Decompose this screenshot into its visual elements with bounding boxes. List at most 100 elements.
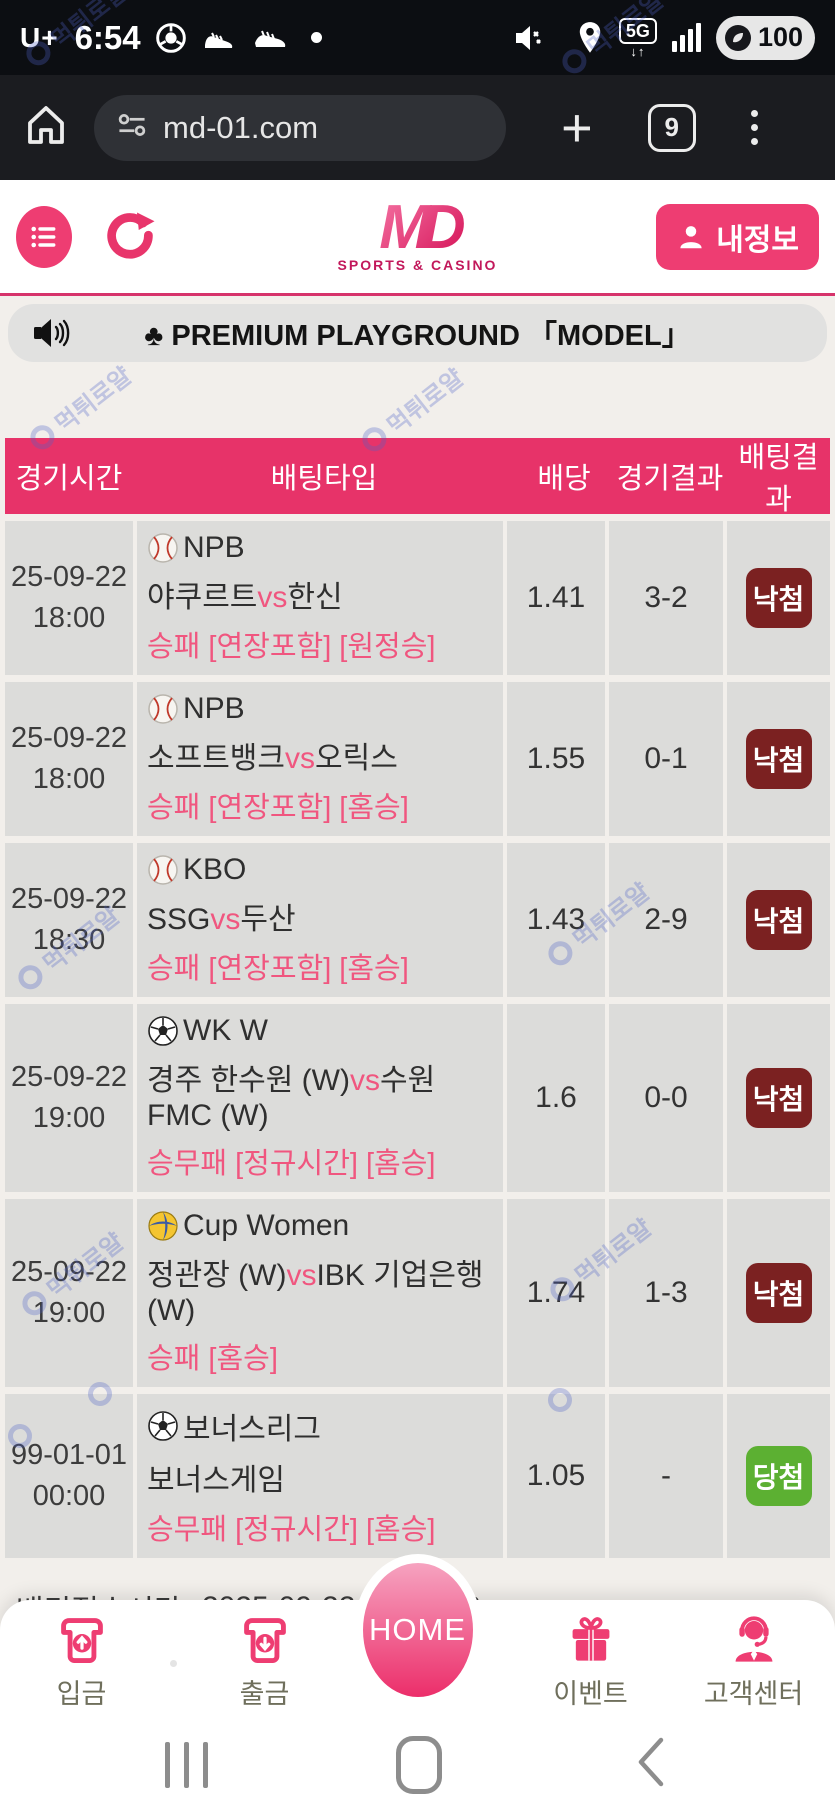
refresh-icon [107, 212, 155, 259]
headset-agent-icon [735, 1616, 772, 1662]
notification-dot-icon [310, 32, 322, 43]
result-badge: 낙첨 [745, 568, 812, 628]
baseball-icon [147, 854, 179, 886]
result-cell: 낙첨 [727, 843, 830, 997]
recent-apps-icon[interactable] [165, 1741, 208, 1788]
nav-item-support[interactable]: 고객센터 [679, 1614, 829, 1711]
result-cell: 낙첨 [727, 1004, 830, 1192]
mute-icon [513, 22, 547, 54]
baseball-icon [147, 693, 179, 725]
speaker-icon [32, 314, 72, 360]
my-info-button[interactable]: 내정보 [656, 203, 819, 270]
result-cell: 낙첨 [727, 1199, 830, 1387]
tab-switcher-button[interactable]: 9 [647, 103, 696, 152]
battery-indicator: 100 [715, 15, 815, 60]
sneaker-icon [251, 23, 289, 53]
odds-cell: 1.41 [507, 521, 605, 675]
score-cell: 3-2 [609, 521, 723, 675]
user-icon [680, 225, 702, 248]
bet-pick-text: 승패 [연장포함] [원정승] [147, 631, 436, 663]
result-badge: 낙첨 [745, 729, 812, 789]
hamburger-icon [31, 226, 56, 247]
nav-item-event[interactable]: 이벤트 [516, 1614, 666, 1711]
table-row[interactable]: 25-09-22 18:00 NPB 야쿠르트vs한신 승패 [연장포함] [원정… [5, 521, 830, 675]
match-time-cell: 99-01-01 00:00 [5, 1394, 133, 1558]
browser-menu-icon[interactable] [750, 110, 758, 145]
result-badge: 낙첨 [745, 1263, 812, 1323]
logo-text: MD [338, 196, 498, 258]
table-row[interactable]: 25-09-22 18:00 NPB 소프트뱅크vs오릭스 승패 [연장포함] [… [5, 682, 830, 836]
result-cell: 낙첨 [727, 682, 830, 836]
result-badge: 당첨 [745, 1446, 812, 1506]
bet-type-cell: 보너스리그 보너스게임 승무패 [정규시간] [홈승] [137, 1394, 503, 1558]
result-badge: 낙첨 [745, 890, 812, 950]
nav-item-withdraw[interactable]: 출금 [190, 1614, 340, 1711]
betting-history-table: 경기시간 배팅타입 배당 경기결과 배팅결과 25-09-22 18:00 NPB… [5, 438, 830, 1558]
carrier-label: U+ [20, 21, 59, 53]
match-time-cell: 25-09-22 19:00 [5, 1004, 133, 1192]
browser-home-icon[interactable] [22, 101, 70, 154]
site-header: MD SPORTS & CASINO 내정보 [0, 180, 835, 296]
bet-type-cell: WK W 경주 한수원 (W)vs수원 FMC (W) 승무패 [정규시간] [… [137, 1004, 503, 1192]
result-cell: 낙첨 [727, 521, 830, 675]
gift-icon [572, 1617, 609, 1661]
table-row[interactable]: 99-01-01 00:00 보너스리그 보너스게임 승무패 [정규시간] [홈승… [5, 1394, 830, 1558]
announcement-text: ♣ PREMIUM PLAYGROUND 「MODEL」 [144, 320, 691, 352]
soccer-icon [147, 1015, 179, 1047]
score-cell: 0-0 [609, 1004, 723, 1192]
col-header-type: 배팅타입 [270, 463, 378, 495]
site-logo[interactable]: MD SPORTS & CASINO [337, 196, 498, 274]
col-header-time: 경기시간 [15, 463, 123, 495]
bet-pick-text: 승패 [연장포함] [홈승] [147, 953, 409, 985]
score-cell: 2-9 [609, 843, 723, 997]
match-time-cell: 25-09-22 18:00 [5, 521, 133, 675]
battery-saver-icon [724, 24, 751, 51]
nav-item-deposit[interactable]: 입금 [7, 1614, 157, 1711]
result-badge: 낙첨 [745, 1068, 812, 1128]
volleyball-icon [147, 1210, 179, 1242]
bottom-navigation: 입금 출금 이벤트 [0, 1554, 835, 1734]
menu-button[interactable] [16, 205, 72, 268]
withdraw-icon [243, 1618, 286, 1664]
bet-pick-text: 승패 [연장포함] [홈승] [147, 792, 409, 824]
match-time-cell: 25-09-22 19:00 [5, 1199, 133, 1387]
address-bar[interactable]: md-01.com [94, 94, 506, 161]
odds-cell: 1.74 [507, 1199, 605, 1387]
score-cell: - [609, 1394, 723, 1558]
col-header-result: 배팅결과 [738, 442, 819, 516]
browser-toolbar: md-01.com + 9 [0, 75, 835, 180]
table-row[interactable]: 25-09-22 19:00 Cup Women 정관장 (W)vsIBK 기업은… [5, 1199, 830, 1387]
bet-type-cell: Cup Women 정관장 (W)vsIBK 기업은행 (W) 승패 [홈승] [137, 1199, 503, 1387]
announcement-bar: ♣ PREMIUM PLAYGROUND 「MODEL」 [8, 304, 827, 362]
new-tab-icon[interactable]: + [561, 97, 593, 158]
soccer-icon [147, 1410, 179, 1442]
android-nav-bar [0, 1720, 835, 1809]
home-button[interactable]: HOME [353, 1554, 482, 1706]
site-settings-icon[interactable] [116, 109, 148, 146]
bet-type-cell: KBO SSGvs두산 승패 [연장포함] [홈승] [137, 843, 503, 997]
chrome-icon [155, 22, 187, 54]
status-clock: 6:54 [74, 18, 141, 56]
refresh-button[interactable] [102, 209, 158, 265]
location-icon [576, 21, 604, 55]
table-header-row: 경기시간 배팅타입 배당 경기결과 배팅결과 [5, 438, 830, 516]
status-bar: U+ 6:54 5G ↓↑ [0, 0, 835, 75]
col-header-score: 경기결과 [616, 463, 724, 495]
sneaker-icon [201, 23, 237, 53]
android-back-icon[interactable] [630, 1734, 670, 1795]
odds-cell: 1.6 [507, 1004, 605, 1192]
network-5g-icon: 5G ↓↑ [618, 17, 657, 58]
bet-type-cell: NPB 소프트뱅크vs오릭스 승패 [연장포함] [홈승] [137, 682, 503, 836]
odds-cell: 1.43 [507, 843, 605, 997]
table-row[interactable]: 25-09-22 18:30 KBO SSGvs두산 승패 [연장포함] [홈승]… [5, 843, 830, 997]
baseball-icon [147, 532, 179, 564]
logo-subtitle: SPORTS & CASINO [337, 257, 498, 274]
score-cell: 1-3 [609, 1199, 723, 1387]
match-time-cell: 25-09-22 18:30 [5, 843, 133, 997]
match-time-cell: 25-09-22 18:00 [5, 682, 133, 836]
android-home-icon[interactable] [396, 1735, 442, 1794]
result-cell: 당첨 [727, 1394, 830, 1558]
table-row[interactable]: 25-09-22 19:00 WK W 경주 한수원 (W)vs수원 FMC (W… [5, 1004, 830, 1192]
signal-bars-icon [671, 23, 701, 52]
odds-cell: 1.05 [507, 1394, 605, 1558]
